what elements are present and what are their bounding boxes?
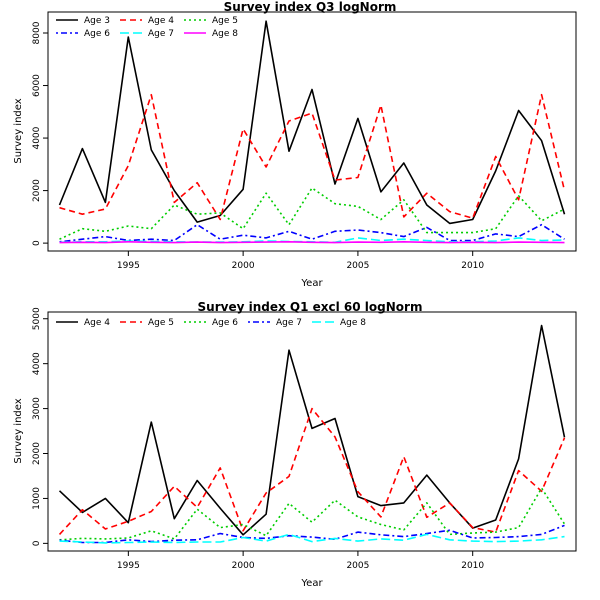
legend-item: Age 3 xyxy=(56,16,110,26)
y-tick-label: 4000 xyxy=(32,352,42,375)
series-line-age-5 xyxy=(59,187,565,240)
y-tick-label: 5000 xyxy=(32,307,42,330)
y-tick-label: 8000 xyxy=(32,21,42,44)
series-line-age-5 xyxy=(58,407,566,535)
legend-label: Age 3 xyxy=(84,16,110,26)
legend-item: Age 8 xyxy=(312,318,366,328)
legend-label: Age 7 xyxy=(276,318,302,328)
x-tick-label: 2005 xyxy=(346,261,369,271)
y-axis-label: Survey index xyxy=(13,98,24,163)
y-tick-label: 4000 xyxy=(32,126,42,149)
x-tick-label: 2000 xyxy=(232,261,255,271)
x-tick-label: 2005 xyxy=(346,561,369,571)
axes: 1995 2000 2005 2010 0 1000 2000 3000 4000 5000 xyxy=(32,307,484,571)
y-tick-label: 2000 xyxy=(32,179,42,202)
plot-frame xyxy=(47,11,577,252)
axes: 1995 2000 2005 2010 0 2000 4000 6000 8000 xyxy=(32,21,484,271)
chart-panel-q1: Survey index Q1 excl 60 logNorm Year Sur… xyxy=(13,300,577,589)
y-tick-label: 2000 xyxy=(32,442,42,465)
legend: Age 4 Age 5 Age 6 Age 7 Age 8 xyxy=(56,318,366,328)
legend-label: Age 6 xyxy=(84,29,110,39)
legend-item: Age 5 xyxy=(184,16,238,26)
legend-label: Age 5 xyxy=(148,318,174,328)
legend-item: Age 5 xyxy=(120,318,174,328)
legend-label: Age 7 xyxy=(148,29,174,39)
x-tick-label: 2000 xyxy=(232,561,255,571)
series-line-age-8 xyxy=(59,533,565,544)
x-axis-label: Year xyxy=(300,578,323,589)
chart-panel-q3: Survey index Q3 logNorm Year Survey inde… xyxy=(13,0,577,289)
legend-label: Age 8 xyxy=(212,29,238,39)
legend-item: Age 7 xyxy=(120,29,174,39)
series-line-age-4 xyxy=(58,324,566,536)
legend-item: Age 7 xyxy=(248,318,302,328)
series-line-age-4 xyxy=(59,93,566,221)
legend-item: Age 8 xyxy=(184,29,238,39)
series-line-age-7 xyxy=(59,524,565,544)
y-tick-label: 0 xyxy=(32,540,42,546)
legend-item: Age 6 xyxy=(184,318,238,328)
legend-label: Age 4 xyxy=(148,16,174,26)
series-line-age-8 xyxy=(59,241,565,244)
series-line-age-6 xyxy=(59,223,565,243)
series-line-age-6 xyxy=(59,487,566,541)
series-line-age-3 xyxy=(58,20,566,225)
x-tick-label: 1995 xyxy=(117,261,140,271)
x-tick-label: 2010 xyxy=(461,561,484,571)
chart-title: Survey index Q1 excl 60 logNorm xyxy=(198,300,423,314)
legend-label: Age 5 xyxy=(212,16,238,26)
legend-item: Age 6 xyxy=(56,29,110,39)
legend-item: Age 4 xyxy=(56,318,110,328)
x-tick-label: 2010 xyxy=(461,261,484,271)
y-tick-label: 3000 xyxy=(32,397,42,420)
legend: Age 3 Age 4 Age 5 Age 6 Age 7 Age 8 xyxy=(56,16,238,39)
y-axis-label: Survey index xyxy=(13,398,24,463)
y-tick-label: 1000 xyxy=(32,487,42,510)
x-axis-label: Year xyxy=(300,278,323,289)
legend-item: Age 4 xyxy=(120,16,174,26)
series-lines xyxy=(58,324,566,544)
legend-label: Age 8 xyxy=(340,318,366,328)
series-lines xyxy=(58,20,566,244)
legend-label: Age 6 xyxy=(212,318,238,328)
plot-frame xyxy=(47,311,577,552)
legend-label: Age 4 xyxy=(84,318,110,328)
y-tick-label: 0 xyxy=(32,240,42,246)
x-tick-label: 1995 xyxy=(117,561,140,571)
chart-title: Survey index Q3 logNorm xyxy=(224,0,397,14)
y-tick-label: 6000 xyxy=(32,74,42,97)
